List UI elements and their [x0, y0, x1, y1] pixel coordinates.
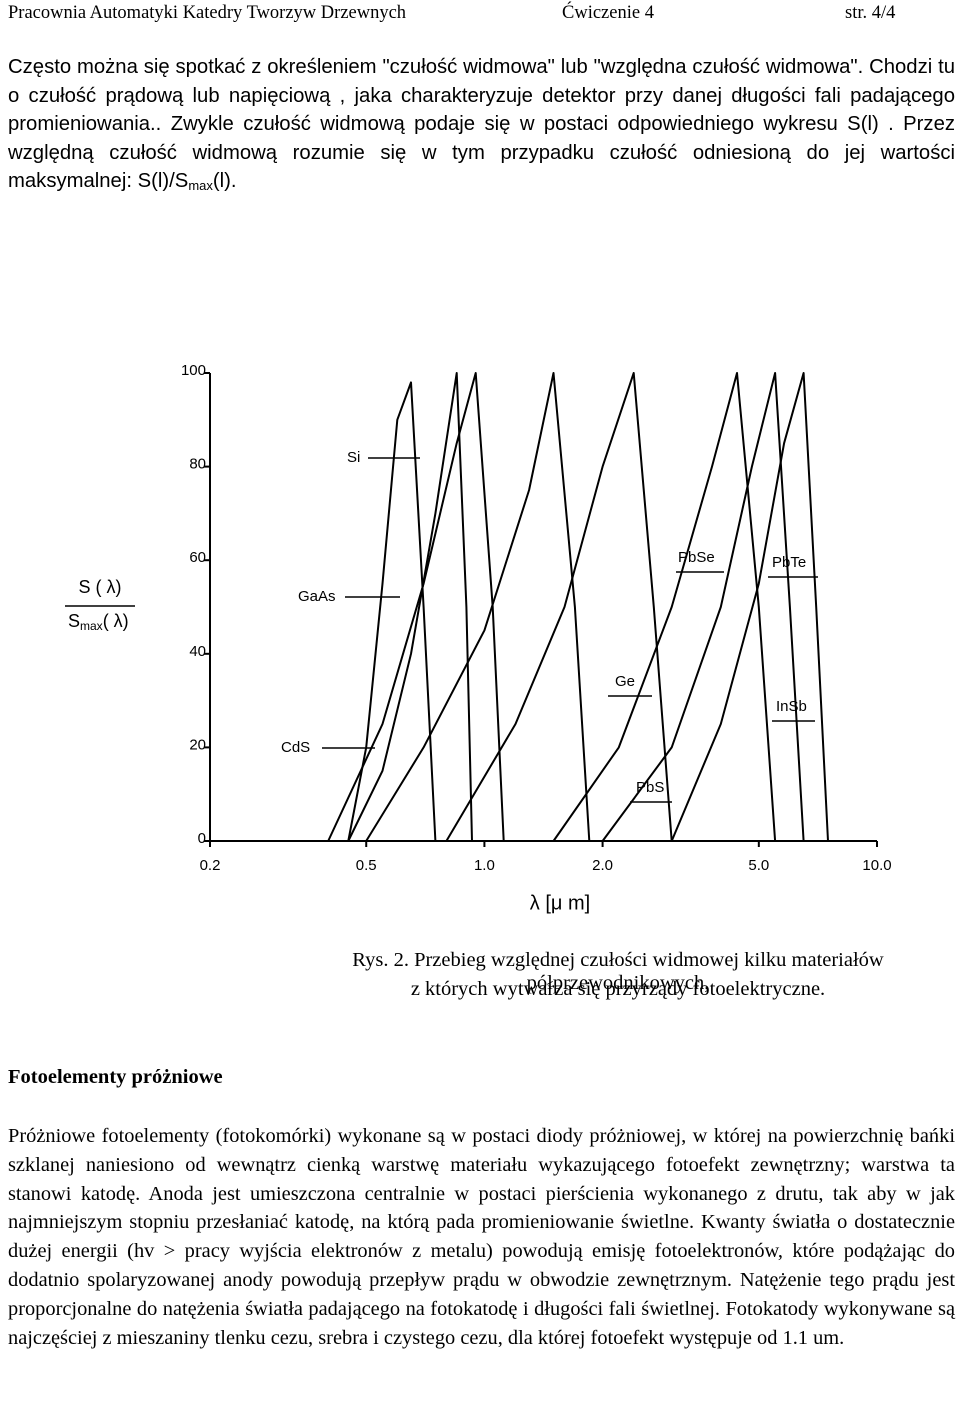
- curve: [552, 372, 777, 842]
- x-tick-label: 5.0: [748, 857, 769, 874]
- y-label-denominator-sub: max: [80, 619, 103, 633]
- intro-paragraph: Często można się spotkać z określeniem "…: [8, 53, 955, 196]
- curve-label: GaAs: [298, 588, 336, 605]
- y-label-denominator-tail: ( λ): [103, 611, 129, 631]
- curve-label: PbS: [636, 779, 664, 796]
- x-tick-label: 10.0: [862, 857, 891, 874]
- y-tick-label: 80: [189, 456, 206, 473]
- curve-label: PbSe: [678, 549, 715, 566]
- y-label-denominator: Smax( λ): [68, 611, 129, 633]
- curve-label: InSb: [776, 698, 807, 715]
- curve: [347, 372, 473, 842]
- curve: [347, 381, 437, 842]
- x-tick-label: 0.5: [356, 857, 377, 874]
- curve-label: PbTe: [772, 554, 806, 571]
- intro-tail: (l).: [212, 170, 237, 193]
- y-tick-label: 60: [189, 549, 206, 566]
- intro-text: Często można się spotkać z określeniem "…: [8, 56, 955, 193]
- y-tick-label: 40: [189, 643, 206, 660]
- caption-line: z których wytwarza się przyrządy fotoele…: [410, 978, 826, 1000]
- header-left: Pracownia Automatyki Katedry Tworzyw Drz…: [8, 3, 407, 23]
- y-tick-label: 100: [181, 362, 206, 379]
- header-middle: Ćwiczenie 4: [562, 3, 654, 23]
- chart: 0 20 40 60 80 100 0.2 0.5 1.0 2.0 5.0 10.0 λ [μ m] S …: [65, 362, 892, 914]
- section-heading: Fotoelementy próżniowe: [8, 1066, 223, 1088]
- y-label-numerator: S ( λ): [79, 577, 122, 597]
- curve-label: CdS: [281, 739, 310, 756]
- curve: [327, 372, 505, 842]
- x-tick-label: 0.2: [200, 857, 221, 874]
- section-paragraph: Próżniowe fotoelementy (fotokomórki) wyk…: [8, 1125, 955, 1349]
- curve: [670, 372, 829, 842]
- x-axis-label: λ [μ m]: [530, 892, 590, 914]
- x-tick-label: 2.0: [592, 857, 613, 874]
- intro-subscript: max: [188, 178, 213, 194]
- curve-label: Ge: [615, 673, 635, 690]
- header-right: str. 4/4: [845, 3, 896, 23]
- curve: [365, 372, 591, 842]
- x-tick-label: 1.0: [474, 857, 495, 874]
- y-tick-label: 0: [198, 830, 206, 847]
- y-tick-label: 20: [189, 736, 206, 753]
- y-label-denominator-main: S: [68, 611, 80, 631]
- curve: [601, 372, 805, 842]
- curve-label: Si: [347, 449, 360, 466]
- caption-line: Rys. 2. Przebieg względnej czułości widm…: [352, 949, 884, 994]
- curve: [445, 372, 673, 842]
